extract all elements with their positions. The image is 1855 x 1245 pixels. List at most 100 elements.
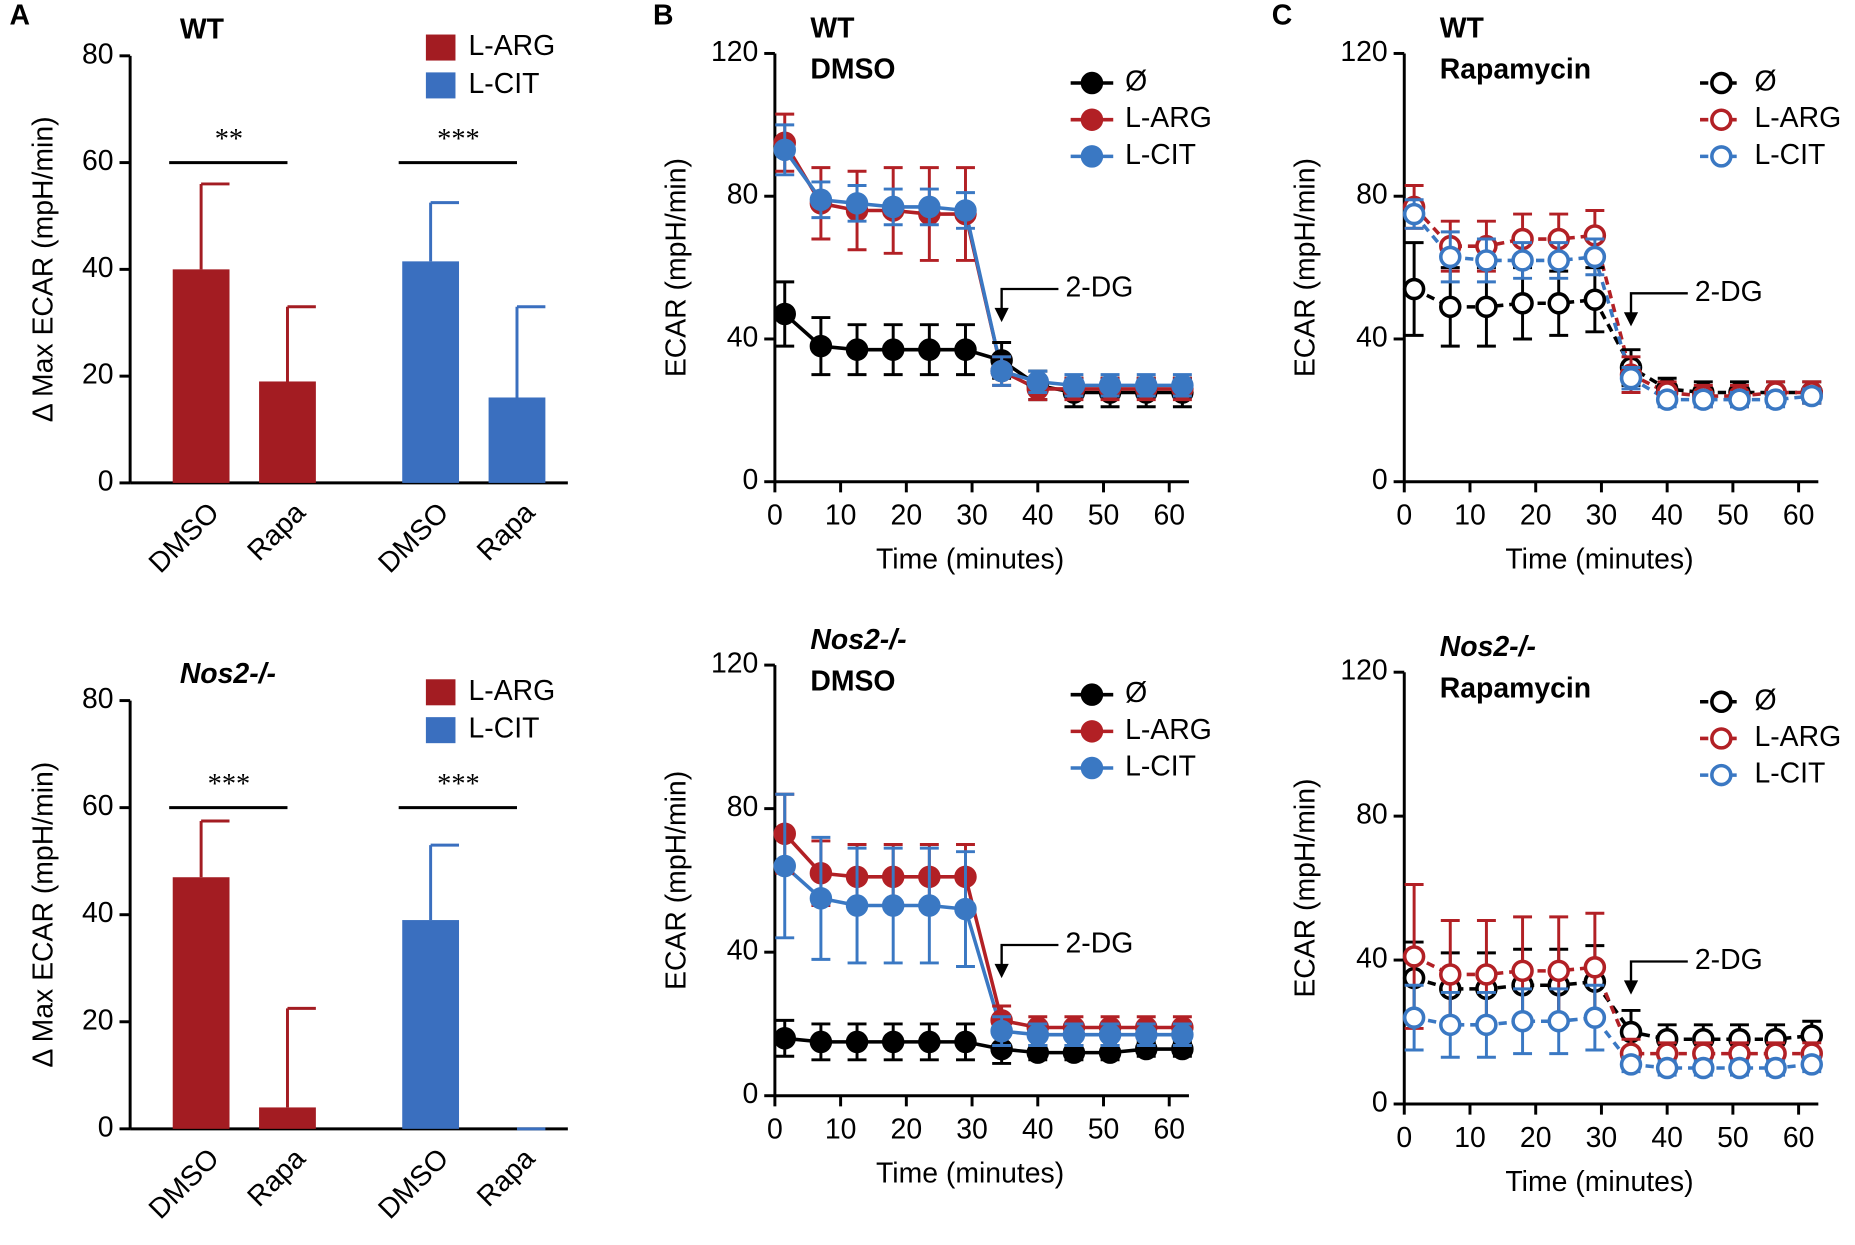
y-tick-label: 80 [727, 791, 759, 823]
annotation-arrow [1629, 292, 1688, 315]
x-tick-label: 10 [825, 1114, 857, 1146]
annotation-label: 2-DG [1695, 944, 1763, 976]
chart-title: Nos2-/- [810, 624, 906, 656]
marker [1547, 249, 1570, 272]
x-tick-label: 0 [1396, 500, 1412, 532]
y-tick-label: 40 [1356, 321, 1388, 353]
marker [1402, 945, 1426, 968]
marker [1655, 1056, 1679, 1080]
marker [1547, 292, 1570, 315]
legend-marker [1710, 71, 1733, 95]
y-tick-label: 40 [82, 252, 114, 284]
x-tick-label: 30 [1586, 500, 1618, 532]
marker [1511, 292, 1534, 315]
annotation-arrowhead [1623, 980, 1639, 995]
y-tick-label: 60 [82, 145, 114, 177]
x-tick-label: 10 [1454, 500, 1486, 532]
x-tick-label: 20 [1520, 1122, 1552, 1154]
legend-swatch [425, 679, 456, 706]
marker [1402, 202, 1426, 226]
x-tick-label: 30 [1586, 1122, 1618, 1154]
x-axis-label: Time (minutes) [876, 1157, 1064, 1189]
y-axis-label: ECAR (mpH/min) [660, 158, 692, 377]
y-tick-label: 60 [82, 790, 114, 822]
x-axis-label: Time (minutes) [1505, 543, 1693, 575]
x-tick-label: 60 [1153, 500, 1185, 532]
x-tick-label: 40 [1022, 500, 1054, 532]
marker [918, 338, 941, 361]
annotation-arrow [1000, 287, 1059, 311]
x-tick-label: 20 [891, 1114, 923, 1146]
legend-label: Ø [1125, 66, 1147, 98]
marker [881, 1030, 905, 1054]
x-tick-label: 40 [1022, 1114, 1054, 1146]
marker [1728, 388, 1751, 411]
y-tick-label: 40 [727, 321, 759, 353]
legend-marker [1080, 720, 1104, 743]
y-tick-label: 80 [1356, 179, 1388, 211]
marker [845, 1030, 869, 1054]
x-tick-label: 0 [767, 500, 783, 532]
marker [954, 199, 977, 222]
marker [954, 338, 977, 361]
marker [1134, 1023, 1158, 1046]
marker [1547, 1009, 1570, 1033]
legend-label: L-CIT [468, 713, 539, 745]
legend-label: Ø [1754, 684, 1776, 716]
x-tick-label: 40 [1651, 500, 1683, 532]
marker [1619, 1053, 1643, 1076]
marker [1098, 374, 1122, 397]
annotation-arrowhead [1623, 312, 1639, 327]
marker [1511, 1009, 1534, 1033]
legend-marker [1080, 756, 1104, 780]
annotation-label: 2-DG [1066, 272, 1134, 304]
legend-marker [1710, 763, 1733, 787]
marker [773, 138, 796, 162]
bar [402, 920, 460, 1129]
legend-label: L-ARG [1125, 714, 1212, 746]
x-axis-label: Time (minutes) [1505, 1166, 1693, 1198]
y-axis-label: Δ Max ECAR (mpH/min) [27, 762, 59, 1068]
y-axis-label: ECAR (mpH/min) [660, 771, 692, 990]
marker [773, 854, 796, 878]
marker [1583, 245, 1607, 269]
y-tick-label: 40 [82, 897, 114, 929]
marker [1800, 384, 1823, 408]
marker [1134, 374, 1158, 397]
marker [1171, 1023, 1194, 1046]
y-axis-label: ECAR (mpH/min) [1290, 158, 1322, 377]
marker [881, 894, 905, 917]
marker [1475, 249, 1498, 272]
marker [1583, 956, 1607, 979]
x-tick-label: Rapa [471, 496, 542, 567]
marker [1475, 963, 1498, 986]
panel-letter: C [1272, 0, 1292, 31]
x-tick-label: 0 [1396, 1122, 1412, 1154]
marker [1764, 388, 1787, 411]
y-tick-label: 120 [711, 648, 758, 680]
legend-marker [1080, 145, 1104, 168]
x-tick-label: Rapa [471, 1142, 542, 1213]
x-tick-label: 40 [1651, 1122, 1683, 1154]
marker [1475, 1013, 1498, 1037]
x-tick-label: 20 [891, 500, 923, 532]
marker [1439, 1013, 1462, 1037]
marker [954, 897, 977, 921]
legend-marker [1710, 690, 1733, 714]
y-tick-label: 0 [743, 464, 759, 496]
significance-label: *** [208, 769, 251, 800]
x-tick-label: 60 [1783, 1122, 1815, 1154]
marker [1439, 295, 1462, 319]
marker [954, 1030, 977, 1054]
marker [1800, 1053, 1823, 1076]
y-axis-label: Δ Max ECAR (mpH/min) [27, 116, 59, 422]
marker [773, 1027, 796, 1050]
marker [1619, 366, 1643, 390]
annotation-arrow [1629, 960, 1688, 983]
marker [809, 887, 833, 910]
annotation-arrow [1000, 943, 1059, 967]
y-tick-label: 0 [1372, 464, 1388, 496]
x-tick-label: 10 [1454, 1122, 1486, 1154]
marker [809, 334, 833, 358]
marker [845, 338, 869, 361]
